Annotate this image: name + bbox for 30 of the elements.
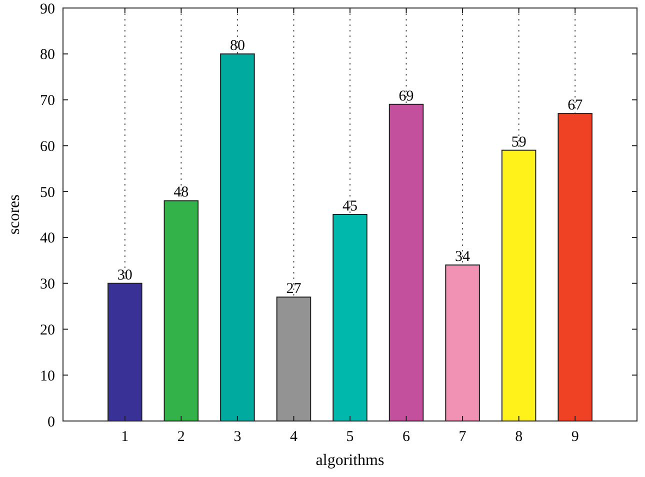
x-tick-label: 1 [121, 429, 129, 445]
x-tick-label: 2 [177, 429, 185, 445]
x-tick-label: 3 [234, 429, 242, 445]
x-tick-label: 6 [402, 429, 411, 445]
x-tick-label: 9 [571, 429, 579, 445]
y-axis-title: scores [6, 194, 23, 234]
data-label: 34 [455, 248, 471, 265]
y-tick-label: 50 [40, 184, 55, 201]
data-label: 45 [342, 198, 358, 214]
y-tick-label: 0 [48, 414, 55, 430]
data-label: 30 [117, 267, 132, 284]
y-tick-label: 80 [40, 47, 55, 64]
y-tick-label: 10 [40, 368, 55, 384]
y-tick-label: 60 [40, 138, 55, 155]
data-label: 69 [398, 88, 414, 104]
x-tick-label: 7 [458, 429, 467, 445]
data-label: 80 [230, 38, 245, 54]
data-label: 59 [511, 134, 526, 150]
x-tick-label: 5 [346, 429, 354, 445]
x-tick-label: 4 [290, 429, 298, 445]
y-tick-label: 90 [40, 1, 55, 18]
data-label: 48 [174, 184, 189, 201]
y-tick-label: 70 [40, 93, 55, 110]
x-axis-title: algorithms [316, 452, 384, 469]
y-tick-label: 20 [40, 322, 55, 338]
data-label: 67 [568, 98, 584, 114]
y-tick-label: 40 [40, 230, 55, 247]
y-tick-label: 30 [40, 276, 55, 293]
data-label: 27 [286, 281, 302, 298]
x-tick-label: 8 [515, 429, 523, 445]
